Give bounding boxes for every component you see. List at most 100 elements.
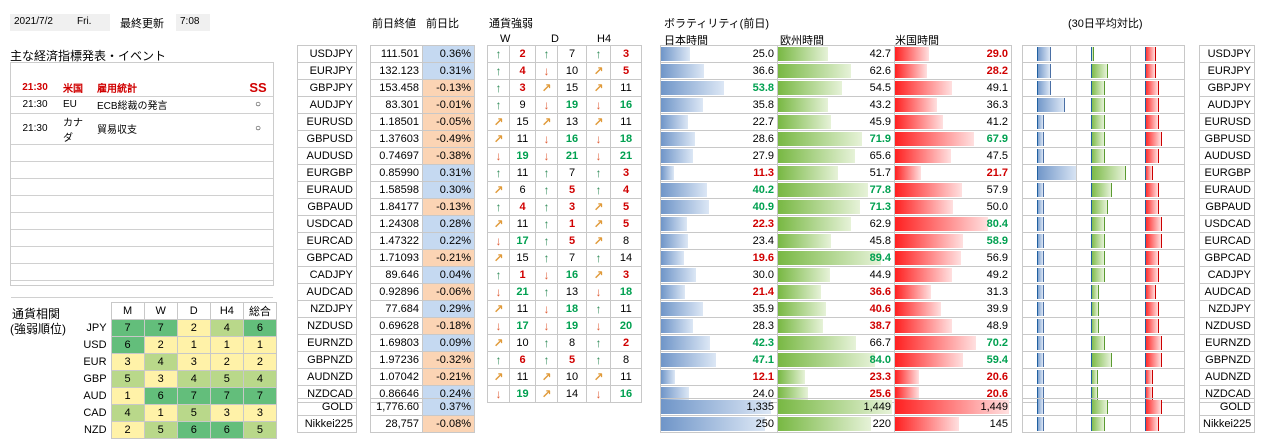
volatility-us-cell: 39.9 bbox=[894, 300, 1012, 318]
strength-rank: 11 bbox=[509, 215, 536, 233]
volatility-us-cell: 28.2 bbox=[894, 62, 1012, 80]
vs30-row bbox=[1022, 334, 1185, 352]
vs30-bar bbox=[1037, 132, 1044, 146]
strength-rank: 11 bbox=[610, 368, 642, 386]
vs30-bar bbox=[1091, 387, 1098, 401]
volatility-bar bbox=[778, 370, 805, 384]
up-arrow-icon: ↑ bbox=[487, 79, 510, 97]
vs30-cell bbox=[1076, 181, 1131, 199]
volatility-value: 47.1 bbox=[752, 354, 774, 366]
strength-rank: 3 bbox=[509, 79, 536, 97]
side-arrow-icon: ↗ bbox=[493, 114, 504, 129]
pair-name: GOLD bbox=[297, 398, 357, 416]
volatility-value: 21.4 bbox=[752, 286, 774, 298]
side-arrow-icon: ↗ bbox=[593, 114, 604, 129]
matrix-cell: 6 bbox=[143, 387, 178, 405]
close-header: 前日終値 bbox=[372, 18, 416, 30]
volatility-value: 35.9 bbox=[752, 303, 774, 315]
event-mark bbox=[243, 195, 273, 213]
vs30-baseline bbox=[1091, 400, 1092, 414]
volatility-value: 36.3 bbox=[986, 99, 1008, 111]
vs30-bar bbox=[1091, 115, 1105, 129]
strength-rank: 11 bbox=[610, 300, 642, 318]
vs30-cell bbox=[1022, 232, 1077, 250]
strength-rank: 4 bbox=[509, 62, 536, 80]
volatility-jp-cell: 11.3 bbox=[660, 164, 778, 182]
strength-row: ↗ 6 ↑ 5 ↑ 4 bbox=[487, 181, 642, 199]
event-country bbox=[59, 246, 93, 264]
side-arrow-icon: ↗ bbox=[586, 62, 611, 80]
side-arrow-icon: ↗ bbox=[487, 249, 510, 267]
close-value: 0.74697 bbox=[370, 147, 423, 165]
volatility-jp-cell: 42.3 bbox=[660, 334, 778, 352]
vs30-bar bbox=[1145, 251, 1159, 265]
vs30-cell bbox=[1022, 79, 1077, 97]
pair-row-right: AUDNZD bbox=[1199, 368, 1255, 386]
vs30-baseline bbox=[1091, 387, 1092, 401]
vs30-bar bbox=[1037, 183, 1044, 197]
volatility-bar bbox=[661, 200, 709, 214]
matrix-cell: 3 bbox=[176, 353, 211, 371]
vs30-cell bbox=[1076, 198, 1131, 216]
vs30-baseline bbox=[1145, 200, 1146, 214]
event-time bbox=[11, 280, 59, 298]
volatility-us-cell: 145 bbox=[894, 415, 1012, 433]
strength-rank: 13 bbox=[557, 283, 587, 301]
up-arrow-icon: ↑ bbox=[495, 97, 502, 112]
down-arrow-icon: ↓ bbox=[595, 97, 602, 112]
side-arrow-icon: ↗ bbox=[535, 368, 558, 386]
pair-name: EURUSD bbox=[297, 113, 357, 131]
vs30-cell bbox=[1130, 45, 1185, 63]
strength-rank: 15 bbox=[557, 79, 587, 97]
side-arrow-icon: ↗ bbox=[593, 199, 604, 214]
up-arrow-icon: ↑ bbox=[586, 334, 611, 352]
volatility-value: 11.3 bbox=[753, 167, 774, 179]
volatility-bar bbox=[778, 353, 876, 367]
close-row: 1.47322 0.22% bbox=[370, 232, 475, 250]
pair-name-right: AUDCAD bbox=[1199, 283, 1255, 301]
matrix-cell: 5 bbox=[143, 421, 178, 439]
close-value: 1.37603 bbox=[370, 130, 423, 148]
side-arrow-icon: ↗ bbox=[593, 63, 604, 78]
vs30-baseline bbox=[1091, 336, 1092, 350]
volatility-bar bbox=[778, 217, 852, 231]
matrix-row: EUR 3 4 3 2 2 bbox=[78, 353, 278, 371]
vs30-cell bbox=[1022, 266, 1077, 284]
side-arrow-icon: ↗ bbox=[586, 198, 611, 216]
volatility-value: 53.8 bbox=[752, 82, 774, 94]
event-row bbox=[11, 246, 273, 264]
volatility-jp-cell: 27.9 bbox=[660, 147, 778, 165]
vs30-baseline bbox=[1037, 251, 1038, 265]
strength-row: ↑ 6 ↑ 5 ↑ 8 bbox=[487, 351, 642, 369]
event-time: 21:30 bbox=[11, 79, 59, 97]
vs30-baseline bbox=[1091, 132, 1092, 146]
event-name bbox=[93, 161, 243, 179]
close-row: 0.92896 -0.06% bbox=[370, 283, 475, 301]
close-value: 1.71093 bbox=[370, 249, 423, 267]
pair-row-right: AUDUSD bbox=[1199, 147, 1255, 165]
side-arrow-icon: ↗ bbox=[586, 232, 611, 250]
volatility-bar bbox=[778, 115, 832, 129]
strength-rank: 5 bbox=[610, 62, 642, 80]
volatility-bar bbox=[661, 115, 688, 129]
vs30-cell bbox=[1130, 96, 1185, 114]
vs30-bar bbox=[1145, 234, 1162, 248]
volatility-eu-cell: 23.3 bbox=[777, 368, 895, 386]
vs30-bar bbox=[1145, 400, 1162, 414]
events-panel: 21:30 米国 雇用統計 SS 21:30 EU ECB総裁の発言 ○ 21:30 カナダ 貿易収… bbox=[10, 62, 274, 298]
vs30-cell bbox=[1130, 283, 1185, 301]
volatility-jp-cell: 28.3 bbox=[660, 317, 778, 335]
event-mark: SS bbox=[243, 79, 273, 97]
event-row bbox=[11, 195, 273, 213]
pair-row-right: Nikkei225 bbox=[1199, 415, 1255, 433]
strength-rank: 4 bbox=[610, 181, 642, 199]
vs30-baseline bbox=[1037, 217, 1038, 231]
pair-name: EURJPY bbox=[297, 62, 357, 80]
volatility-bar bbox=[778, 251, 882, 265]
close-row: 28,757 -0.08% bbox=[370, 415, 475, 433]
vs30-baseline bbox=[1145, 285, 1146, 299]
change-header: 前日比 bbox=[426, 18, 459, 30]
strength-rank: 3 bbox=[557, 198, 587, 216]
volatility-value: 1,335 bbox=[746, 401, 774, 413]
pair-row-right: GBPJPY bbox=[1199, 79, 1255, 97]
